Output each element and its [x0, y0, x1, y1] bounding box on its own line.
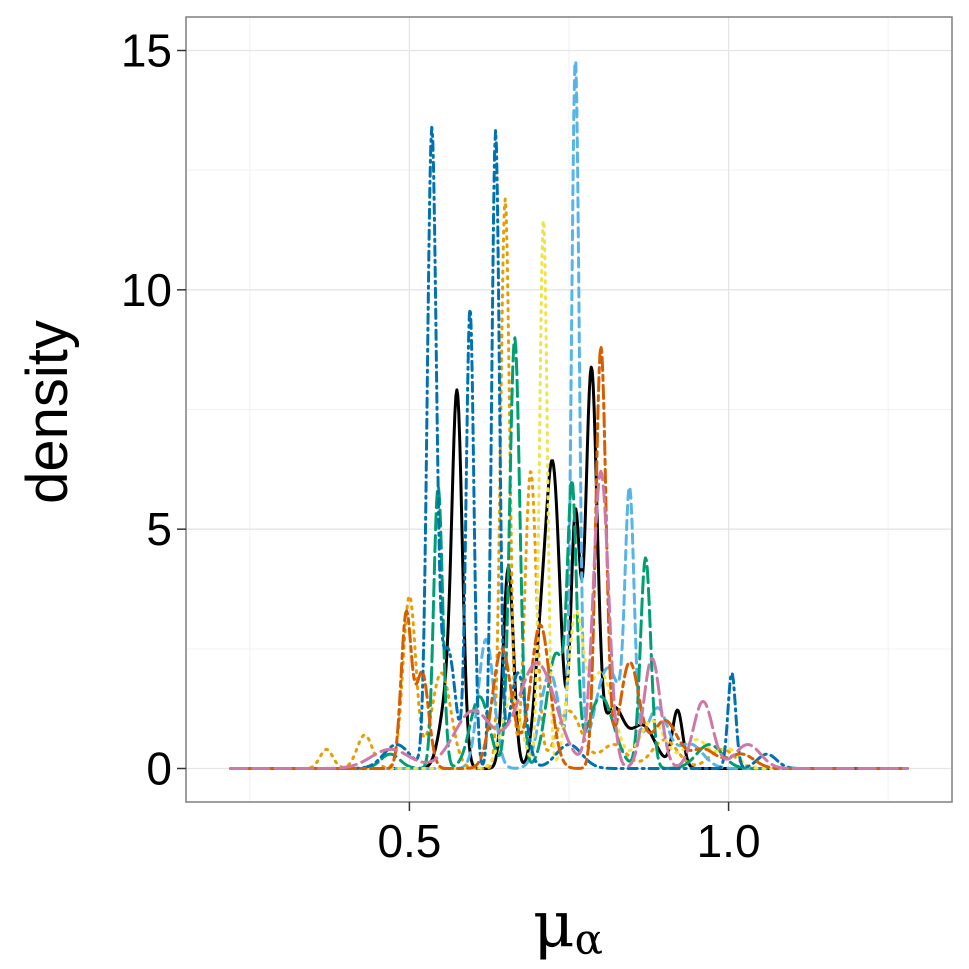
y-tick-label: 5 — [146, 503, 172, 555]
density-curves — [229, 59, 909, 770]
x-tick-label: 1.0 — [697, 815, 761, 867]
minor-gridlines — [186, 17, 952, 802]
plot-panel — [185, 16, 953, 803]
x-axis-title: μα — [533, 888, 603, 964]
panel-border — [185, 16, 953, 803]
y-axis: 0 5 10 15 — [121, 25, 186, 794]
x-axis: 0.5 1.0 — [377, 802, 761, 867]
density-curve-8 — [229, 469, 909, 770]
y-tick-label: 0 — [146, 742, 172, 794]
x-axis-title-subscript: α — [575, 915, 603, 964]
x-axis-title-main: μ — [533, 888, 575, 962]
y-tick-label: 15 — [121, 25, 172, 77]
x-tick-label: 0.5 — [377, 815, 441, 867]
y-axis-title: density — [15, 320, 80, 504]
y-tick-label: 10 — [121, 264, 172, 316]
